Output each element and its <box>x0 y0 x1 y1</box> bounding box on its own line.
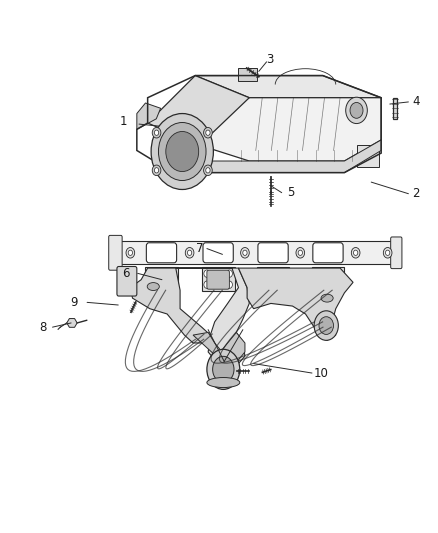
Circle shape <box>383 247 392 258</box>
FancyBboxPatch shape <box>109 236 122 270</box>
FancyBboxPatch shape <box>257 267 290 292</box>
Polygon shape <box>195 76 381 98</box>
Circle shape <box>336 281 342 288</box>
Circle shape <box>147 270 153 277</box>
Circle shape <box>207 349 240 390</box>
Text: 10: 10 <box>313 367 328 379</box>
Circle shape <box>185 247 194 258</box>
FancyBboxPatch shape <box>311 267 344 292</box>
Circle shape <box>259 270 265 277</box>
Polygon shape <box>200 140 381 173</box>
Circle shape <box>154 168 159 173</box>
Circle shape <box>385 250 390 255</box>
Circle shape <box>204 281 210 288</box>
Ellipse shape <box>321 294 333 302</box>
Circle shape <box>151 114 213 190</box>
Polygon shape <box>137 103 161 130</box>
FancyBboxPatch shape <box>393 98 397 119</box>
Circle shape <box>226 281 233 288</box>
Circle shape <box>159 123 206 181</box>
Circle shape <box>243 250 247 255</box>
FancyBboxPatch shape <box>203 243 233 263</box>
Circle shape <box>204 270 210 277</box>
Polygon shape <box>238 268 353 341</box>
Circle shape <box>350 102 363 118</box>
Ellipse shape <box>207 377 240 387</box>
Circle shape <box>204 165 212 175</box>
Text: 7: 7 <box>196 242 203 255</box>
Circle shape <box>154 130 159 135</box>
Circle shape <box>170 281 176 288</box>
Circle shape <box>336 270 342 277</box>
Circle shape <box>319 317 333 334</box>
Circle shape <box>351 247 360 258</box>
Text: 2: 2 <box>412 187 420 200</box>
FancyBboxPatch shape <box>117 266 137 296</box>
Circle shape <box>314 311 338 341</box>
Polygon shape <box>195 98 381 161</box>
FancyBboxPatch shape <box>317 270 339 289</box>
Circle shape <box>206 168 210 173</box>
Circle shape <box>187 250 192 255</box>
Text: 9: 9 <box>71 296 78 309</box>
Ellipse shape <box>147 282 159 290</box>
Circle shape <box>170 270 176 277</box>
Polygon shape <box>67 319 77 327</box>
Circle shape <box>226 270 233 277</box>
Circle shape <box>259 281 265 288</box>
FancyBboxPatch shape <box>150 270 173 289</box>
Circle shape <box>152 127 161 138</box>
Circle shape <box>147 281 153 288</box>
Polygon shape <box>176 268 249 367</box>
Polygon shape <box>131 268 210 343</box>
FancyBboxPatch shape <box>391 237 402 269</box>
Circle shape <box>204 127 212 138</box>
Text: 4: 4 <box>412 95 420 108</box>
Circle shape <box>314 270 320 277</box>
FancyBboxPatch shape <box>313 243 343 263</box>
Text: 3: 3 <box>266 53 274 66</box>
Circle shape <box>212 357 234 382</box>
Text: 5: 5 <box>286 186 294 199</box>
Polygon shape <box>148 76 249 145</box>
FancyBboxPatch shape <box>357 145 379 167</box>
Circle shape <box>298 250 303 255</box>
Text: 8: 8 <box>39 321 47 334</box>
Circle shape <box>152 165 161 175</box>
Circle shape <box>281 270 287 277</box>
Circle shape <box>281 281 287 288</box>
FancyBboxPatch shape <box>258 243 288 263</box>
Circle shape <box>128 250 133 255</box>
FancyBboxPatch shape <box>262 270 284 289</box>
Circle shape <box>353 250 358 255</box>
Circle shape <box>166 132 199 172</box>
FancyBboxPatch shape <box>146 243 177 263</box>
FancyBboxPatch shape <box>202 267 235 292</box>
Polygon shape <box>193 333 245 367</box>
FancyBboxPatch shape <box>145 267 178 292</box>
FancyBboxPatch shape <box>120 241 394 264</box>
FancyBboxPatch shape <box>238 68 258 81</box>
Circle shape <box>314 281 320 288</box>
FancyBboxPatch shape <box>207 270 230 289</box>
Circle shape <box>240 247 249 258</box>
Circle shape <box>296 247 304 258</box>
Text: 6: 6 <box>122 267 130 280</box>
Circle shape <box>346 97 367 124</box>
Text: 1: 1 <box>120 115 127 128</box>
Circle shape <box>206 130 210 135</box>
Circle shape <box>126 247 134 258</box>
